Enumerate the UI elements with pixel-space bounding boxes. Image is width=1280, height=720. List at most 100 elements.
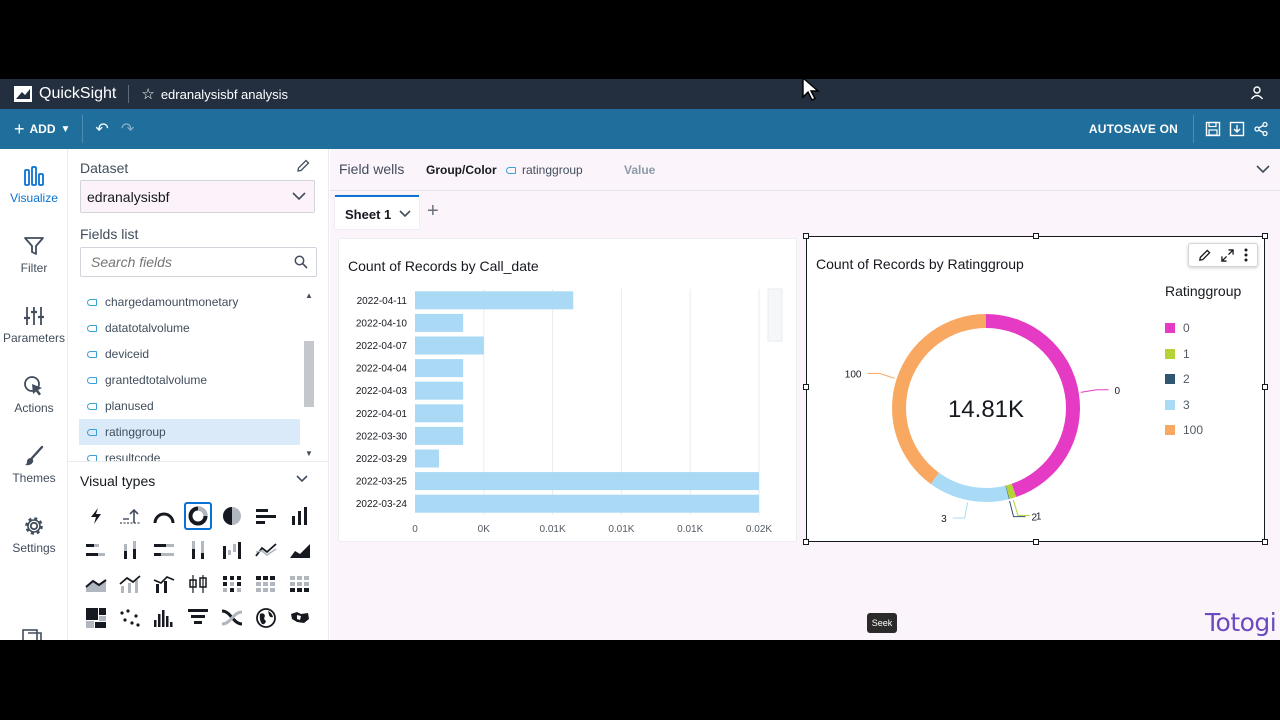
field-item-selected[interactable]: ratinggroup bbox=[79, 419, 300, 445]
percent-bar-icon[interactable] bbox=[150, 536, 178, 564]
add-button[interactable]: + ADD ▼ bbox=[14, 119, 70, 140]
share-icon[interactable] bbox=[1253, 121, 1269, 137]
resize-handle[interactable] bbox=[1033, 233, 1039, 239]
field-item[interactable]: planused bbox=[79, 393, 300, 419]
leader-line bbox=[1012, 499, 1030, 516]
undo-icon[interactable]: ↶ bbox=[95, 121, 109, 138]
stacked-column-icon[interactable] bbox=[116, 536, 144, 564]
field-item[interactable]: resultcode bbox=[79, 445, 300, 461]
tree-map-icon[interactable] bbox=[82, 604, 110, 632]
nav-filter[interactable]: Filter bbox=[0, 235, 68, 275]
legend-swatch bbox=[1165, 425, 1175, 435]
leader-line bbox=[867, 372, 895, 379]
dataset-select[interactable]: edranalysisbf bbox=[80, 180, 315, 213]
resize-handle[interactable] bbox=[1262, 233, 1268, 239]
save-icon[interactable] bbox=[1205, 121, 1221, 137]
search-fields-input[interactable] bbox=[80, 247, 317, 277]
gauge-icon[interactable] bbox=[150, 502, 178, 530]
field-item[interactable]: deviceid bbox=[79, 341, 300, 367]
field-wells-label[interactable]: Field wells bbox=[339, 161, 405, 177]
y-tick-label: 2022-04-04 bbox=[356, 364, 408, 375]
stacked-bar-icon[interactable] bbox=[82, 536, 110, 564]
autograph-icon[interactable] bbox=[82, 502, 110, 530]
bar bbox=[415, 336, 484, 355]
add-sheet-icon[interactable]: + bbox=[427, 200, 439, 222]
chevron-down-icon[interactable] bbox=[1256, 164, 1270, 174]
sankey-icon[interactable] bbox=[218, 604, 246, 632]
pencil-icon[interactable] bbox=[1198, 248, 1211, 262]
legend-item[interactable]: 0 bbox=[1165, 321, 1190, 335]
legend-item[interactable]: 2 bbox=[1165, 372, 1190, 386]
nav-actions[interactable]: Actions bbox=[0, 375, 68, 415]
pie-chart-icon[interactable] bbox=[218, 502, 246, 530]
heat-map-icon[interactable] bbox=[218, 570, 246, 598]
table-icon[interactable] bbox=[286, 570, 314, 598]
divider bbox=[1193, 115, 1194, 143]
pivot-table-icon[interactable] bbox=[252, 570, 280, 598]
redo-icon[interactable]: ↷ bbox=[120, 121, 135, 138]
filled-map-icon[interactable] bbox=[286, 604, 314, 632]
left-nav: Visualize Filter Parameters Actions Them… bbox=[0, 149, 68, 640]
user-icon[interactable] bbox=[1250, 86, 1264, 100]
globe-map-icon[interactable] bbox=[252, 604, 280, 632]
visual-title: Count of Records by Call_date bbox=[348, 258, 539, 274]
expand-icon[interactable] bbox=[1221, 248, 1234, 262]
more-vertical-icon[interactable] bbox=[1244, 248, 1248, 262]
field-name: datatotalvolume bbox=[105, 321, 190, 335]
bar-chart-visual[interactable]: Count of Records by Call_date 0 0K 0.01K 0.… bbox=[338, 238, 797, 542]
combo-line-icon[interactable] bbox=[150, 570, 178, 598]
chat-icon[interactable] bbox=[22, 629, 42, 640]
resize-handle[interactable] bbox=[1033, 539, 1039, 545]
autosave-toggle[interactable]: AUTOSAVE ON bbox=[1088, 122, 1178, 136]
resize-handle[interactable] bbox=[803, 233, 809, 239]
resize-handle[interactable] bbox=[1262, 539, 1268, 545]
search-icon[interactable] bbox=[294, 255, 308, 269]
combo-chart-icon[interactable] bbox=[116, 570, 144, 598]
scroll-down-icon[interactable]: ▼ bbox=[305, 449, 313, 458]
scrollbar-thumb[interactable] bbox=[304, 341, 314, 407]
percent-column-icon[interactable] bbox=[184, 536, 212, 564]
nav-settings[interactable]: Settings bbox=[0, 515, 68, 555]
field-list-scrollbar[interactable]: ▲ ▼ bbox=[304, 289, 314, 461]
analysis-title[interactable]: edranalysisbf analysis bbox=[160, 86, 289, 102]
tab-sheet-1[interactable]: Sheet 1 bbox=[335, 195, 419, 229]
star-icon[interactable]: ☆ bbox=[141, 86, 155, 103]
funnel-icon[interactable] bbox=[184, 604, 212, 632]
field-item[interactable]: datatotalvolume bbox=[79, 315, 300, 341]
kpi-icon[interactable] bbox=[116, 502, 144, 530]
legend-item[interactable]: 3 bbox=[1165, 398, 1190, 412]
export-icon[interactable] bbox=[1229, 121, 1245, 137]
histogram-icon[interactable] bbox=[150, 604, 178, 632]
nav-themes[interactable]: Themes bbox=[0, 445, 68, 485]
line-chart-icon[interactable] bbox=[252, 536, 280, 564]
legend-item[interactable]: 100 bbox=[1165, 423, 1203, 437]
resize-handle[interactable] bbox=[803, 384, 809, 390]
divider bbox=[82, 115, 84, 143]
horizontal-bar-icon[interactable] bbox=[252, 502, 280, 530]
stacked-area-icon[interactable] bbox=[82, 570, 110, 598]
field-item[interactable]: grantedtotalvolume bbox=[79, 367, 300, 393]
resize-handle[interactable] bbox=[1262, 384, 1268, 390]
value-well-label[interactable]: Value bbox=[624, 163, 656, 177]
mouse-cursor-icon bbox=[802, 76, 820, 101]
slice-label: 1 bbox=[1036, 511, 1042, 522]
scroll-up-icon[interactable]: ▲ bbox=[305, 291, 313, 300]
area-chart-icon[interactable] bbox=[286, 536, 314, 564]
pencil-icon[interactable] bbox=[296, 159, 310, 173]
nav-visualize[interactable]: Visualize bbox=[0, 165, 68, 205]
donut-chart-icon[interactable] bbox=[184, 502, 212, 530]
field-item[interactable]: chargedamountmonetary bbox=[79, 289, 300, 315]
chevron-down-icon[interactable] bbox=[399, 210, 411, 218]
quicksight-logo[interactable]: QuickSight bbox=[14, 79, 116, 109]
resize-handle[interactable] bbox=[803, 539, 809, 545]
vertical-bar-icon[interactable] bbox=[286, 502, 314, 530]
group-color-field-pill[interactable]: ratinggroup bbox=[506, 163, 583, 177]
donut-chart-visual[interactable]: Count of Records by Ratinggroup 0 1 2 3 100 1… bbox=[803, 233, 1268, 545]
nav-parameters[interactable]: Parameters bbox=[0, 305, 68, 345]
chevron-down-icon[interactable] bbox=[296, 475, 308, 483]
waterfall-icon[interactable] bbox=[218, 536, 246, 564]
box-plot-icon[interactable] bbox=[184, 570, 212, 598]
donut-slice bbox=[986, 314, 1080, 498]
scatter-plot-icon[interactable] bbox=[116, 604, 144, 632]
legend-item[interactable]: 1 bbox=[1165, 347, 1190, 361]
